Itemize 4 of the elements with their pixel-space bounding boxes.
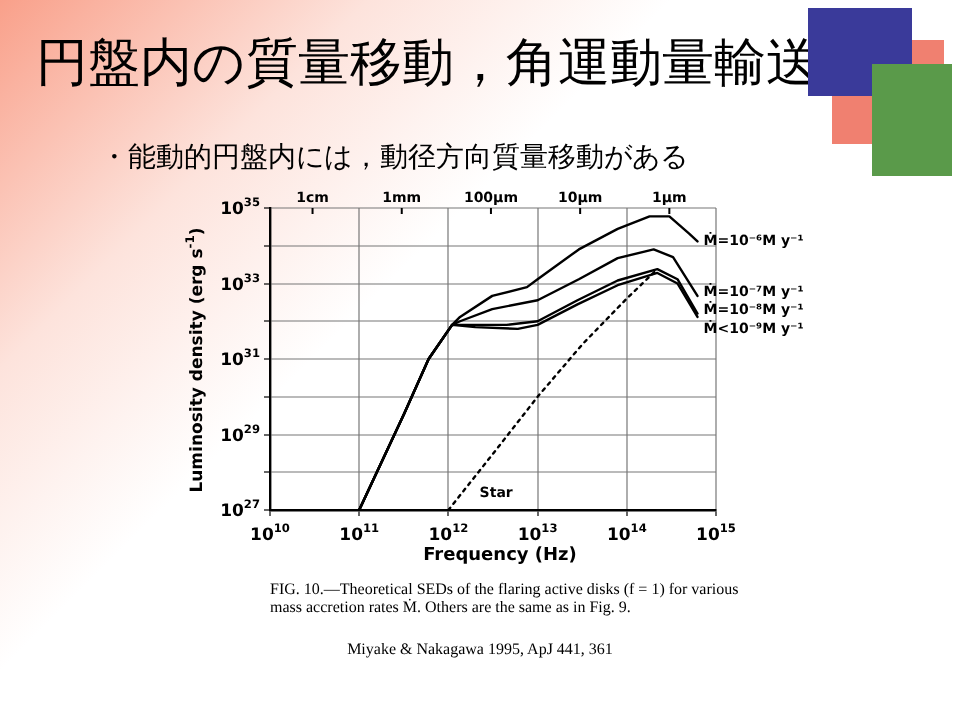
x-axis-title: Frequency (Hz) — [421, 546, 579, 566]
caption: FIG. 10.—Theoretical SEDs of the flaring active disks (f = 1) for various mass accretion rates Ṁ. Others are the same as in Fig. 9. — [270, 580, 741, 616]
text: Miyake & Nakagawa 1995, ApJ 441, 361 — [345, 640, 615, 658]
chart-subtitle: ・能動的円盤内には，動径方向質量移動がある — [100, 140, 688, 176]
